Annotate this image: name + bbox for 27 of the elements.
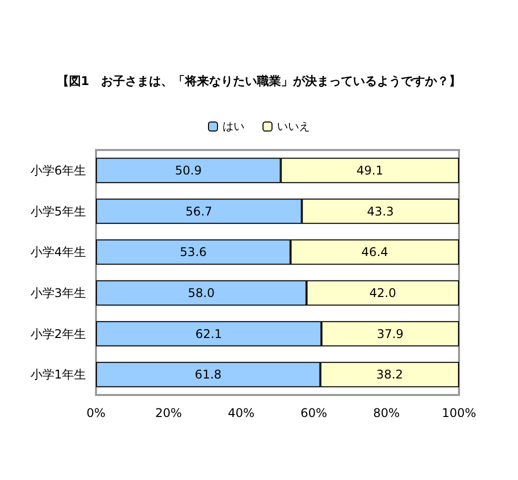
data-label: 38.2 [376,368,404,382]
x-tick-label: 0% [86,406,106,420]
data-label: 43.3 [367,204,394,218]
chart-title: 【図1 お子さまは、「将来なりたい職業」が決まっているようですか？】 [56,74,462,88]
data-label: 61.8 [194,368,222,382]
x-tick-label: 80% [373,406,400,420]
x-tick-label: 60% [300,406,328,420]
x-tick-label: 20% [155,406,182,420]
y-tick-label: 小学2年生 [30,326,86,341]
x-tick-label: 100% [442,406,476,420]
data-label: 50.9 [175,163,202,178]
y-tick-label: 小学3年生 [30,286,86,300]
y-tick-label: 小学6年生 [30,163,86,178]
y-tick-label: 小学5年生 [30,204,86,218]
legend-label: はい [222,120,244,133]
data-label: 56.7 [186,204,212,218]
y-tick-label: 小学4年生 [30,245,86,260]
data-label: 49.1 [356,163,384,178]
data-label: 58.0 [188,286,215,300]
data-label: 42.0 [369,286,396,300]
data-label: 37.9 [376,326,404,341]
data-label: 62.1 [195,326,222,341]
legend-label: いいえ [277,120,310,133]
x-tick-label: 40% [228,406,255,420]
data-label: 46.4 [361,245,388,260]
data-label: 53.6 [180,245,207,260]
y-tick-label: 小学1年生 [30,368,86,382]
